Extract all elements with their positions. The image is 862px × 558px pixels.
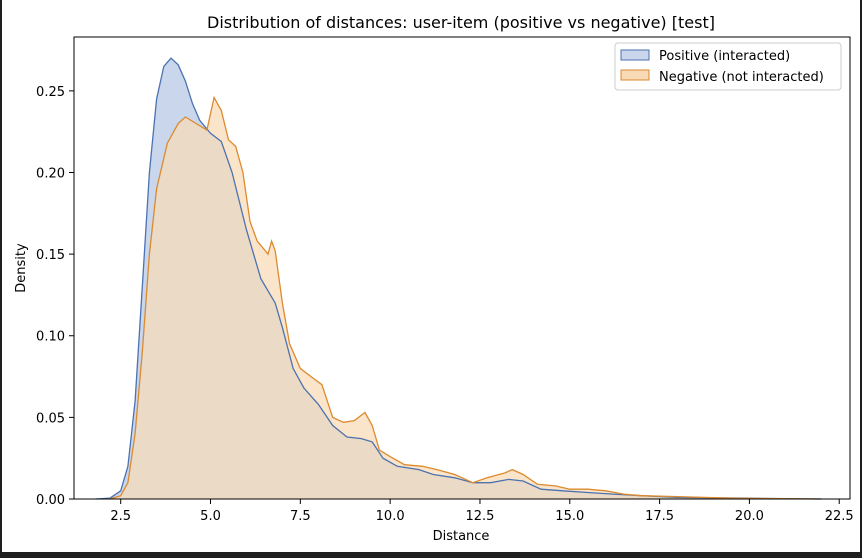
x-tick-label: 2.5 — [110, 509, 131, 524]
series-fills — [95, 58, 822, 500]
x-tick-label: 17.5 — [645, 509, 674, 524]
x-axis: 2.5 5.0 7.5 10.0 12.5 15.0 17.5 20.0 22.5 — [110, 499, 854, 524]
x-tick-label: 5.0 — [200, 509, 221, 524]
chart-title: Distribution of distances: user-item (po… — [207, 13, 715, 32]
area-negative-not-interacted — [109, 97, 822, 500]
y-tick-label: 0.25 — [36, 85, 65, 100]
legend-label-negative: Negative (not interacted) — [659, 70, 824, 85]
x-axis-label: Distance — [433, 529, 490, 544]
x-tick-label: 7.5 — [290, 509, 311, 524]
legend-swatch-positive — [620, 49, 650, 61]
x-tick-label: 15.0 — [555, 509, 584, 524]
y-axis-label: Density — [14, 243, 29, 293]
x-tick-label: 12.5 — [465, 509, 494, 524]
plot-frame — [73, 36, 851, 500]
y-tick-label: 0.15 — [36, 248, 65, 263]
legend-label-positive: Positive (interacted) — [659, 49, 790, 64]
legend: Positive (interacted) Negative (not inte… — [614, 42, 842, 91]
y-tick-label: 0.10 — [36, 330, 65, 345]
x-tick-label: 20.0 — [735, 509, 764, 524]
y-tick-label: 0.20 — [36, 166, 65, 181]
y-axis: 0.00 0.05 0.10 0.15 0.20 0.25 — [36, 85, 74, 508]
y-tick-label: 0.05 — [36, 411, 65, 426]
legend-box — [614, 42, 842, 91]
x-tick-label: 10.0 — [376, 509, 405, 524]
x-tick-label: 22.5 — [825, 509, 854, 524]
legend-swatch-negative — [620, 69, 650, 81]
line-negative-not-interacted — [109, 95, 822, 500]
y-tick-label: 0.00 — [36, 493, 65, 508]
line-positive-interacted — [95, 57, 822, 500]
series-lines — [95, 57, 822, 500]
